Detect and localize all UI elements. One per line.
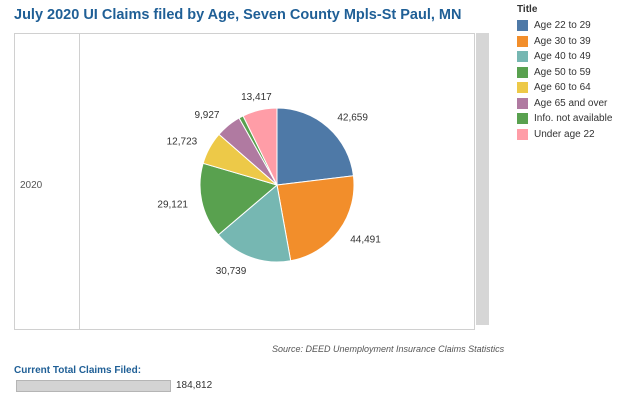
legend-item-info-not-available[interactable]: Info. not available (517, 111, 622, 127)
row-header-divider (79, 34, 80, 329)
legend-swatch (517, 128, 528, 140)
legend-label: Info. not available (534, 113, 613, 125)
legend-label: Age 22 to 29 (534, 20, 591, 32)
legend-swatch (517, 97, 528, 109)
legend-item-age-65-and-over[interactable]: Age 65 and over (517, 96, 622, 112)
legend-title: Title (517, 4, 538, 15)
legend-swatch (517, 66, 528, 78)
legend-label: Under age 22 (534, 128, 595, 140)
total-claims-label: Current Total Claims Filed: (14, 365, 142, 376)
legend-items: Age 22 to 29 Age 30 to 39 Age 40 to 49 Age … (517, 18, 622, 142)
legend-label: Age 30 to 39 (534, 35, 591, 47)
legend-item-age-30-to-39[interactable]: Age 30 to 39 (517, 34, 622, 50)
chart-pane: 2020 (14, 33, 475, 330)
total-claims-value: 184,812 (176, 380, 213, 391)
source-note: Source: DEED Unemployment Insurance Clai… (272, 344, 505, 354)
legend-label: Age 40 to 49 (534, 51, 591, 63)
legend-item-age-22-to-29[interactable]: Age 22 to 29 (517, 18, 622, 34)
legend-swatch (517, 35, 528, 47)
legend-item-age-50-to-59[interactable]: Age 50 to 59 (517, 65, 622, 81)
scrollbar-thumb[interactable] (476, 33, 489, 325)
legend-swatch (517, 51, 528, 63)
legend-swatch (517, 82, 528, 94)
chart-title: July 2020 UI Claims filed by Age, Seven … (14, 7, 462, 23)
legend-label: Age 65 and over (534, 97, 608, 109)
legend-label: Age 50 to 59 (534, 66, 591, 78)
legend-swatch (517, 20, 528, 32)
legend-item-under-age-22[interactable]: Under age 22 (517, 127, 622, 143)
legend-item-age-60-to-64[interactable]: Age 60 to 64 (517, 80, 622, 96)
legend-item-age-40-to-49[interactable]: Age 40 to 49 (517, 49, 622, 65)
row-label-year: 2020 (20, 180, 43, 191)
vertical-scrollbar[interactable] (476, 33, 489, 325)
legend-swatch (517, 113, 528, 125)
legend: Title Age 22 to 29 Age 30 to 39 Age 40 to … (517, 4, 622, 142)
total-claims-bar (16, 380, 171, 392)
legend-label: Age 60 to 64 (534, 82, 591, 94)
